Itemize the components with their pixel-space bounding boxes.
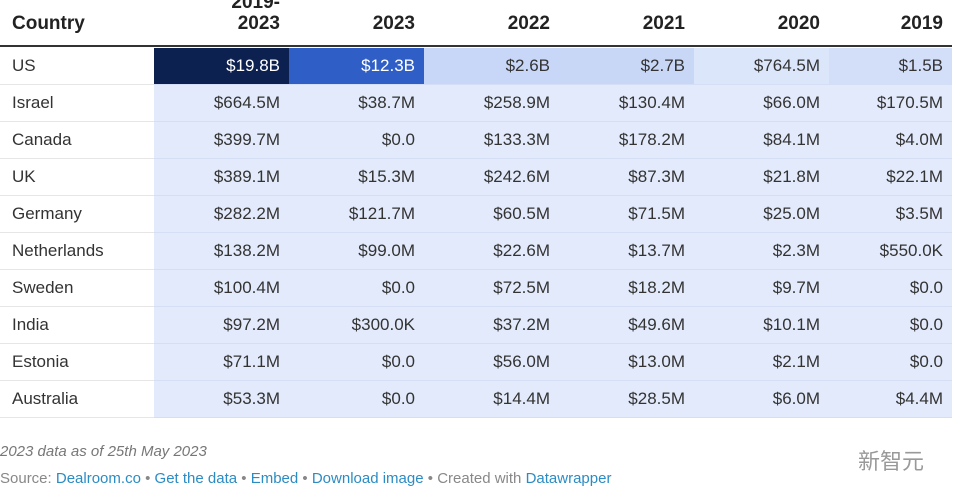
country-cell: Australia [0,381,154,418]
source-link[interactable]: Get the data [154,470,238,487]
credit: Created with [437,470,522,487]
value-cell: $71.5M [559,196,694,233]
value-cell: $0.0 [289,344,424,381]
value-cell: $2.7B [559,48,694,85]
value-cell: $71.1M [154,344,289,381]
source-link[interactable]: Dealroom.co [55,470,141,487]
value-cell: $399.7M [154,122,289,159]
value-cell: $3.5M [829,196,952,233]
value-cell: $6.0M [694,381,829,418]
value-cell: $97.2M [154,307,289,344]
value-cell: $60.5M [424,196,559,233]
country-cell: Estonia [0,344,154,381]
source-line: Source: Dealroom.co • Get the data • Emb… [0,470,611,487]
country-cell: UK [0,159,154,196]
value-cell: $389.1M [154,159,289,196]
value-cell: $0.0 [829,270,952,307]
column-header: 2021 [642,13,685,34]
watermark: 新智元 [858,449,925,474]
value-cell: $0.0 [829,307,952,344]
value-cell: $550.0K [829,233,952,270]
value-cell: $130.4M [559,85,694,122]
column-header: 2019-2023 [231,0,280,34]
value-cell: $133.3M [424,122,559,159]
country-cell: Sweden [0,270,154,307]
value-cell: $2.3M [694,233,829,270]
source-link[interactable]: Embed [250,470,299,487]
value-cell: $138.2M [154,233,289,270]
country-cell: Netherlands [0,233,154,270]
value-cell: $99.0M [289,233,424,270]
value-cell: $2.6B [424,48,559,85]
value-cell: $1.5B [829,48,952,85]
value-cell: $242.6M [424,159,559,196]
value-cell: $15.3M [289,159,424,196]
value-cell: $53.3M [154,381,289,418]
source-link[interactable]: Download image [311,470,424,487]
separator: • [302,470,308,487]
value-cell: $25.0M [694,196,829,233]
value-cell: $28.5M [559,381,694,418]
value-cell: $22.1M [829,159,952,196]
country-cell: Canada [0,122,154,159]
column-header: 2020 [777,13,820,34]
header-rule [0,45,952,47]
separator: • [145,470,151,487]
value-cell: $37.2M [424,307,559,344]
value-cell: $72.5M [424,270,559,307]
value-cell: $10.1M [694,307,829,344]
value-cell: $21.8M [694,159,829,196]
value-cell: $0.0 [289,122,424,159]
value-cell: $258.9M [424,85,559,122]
country-cell: Israel [0,85,154,122]
value-cell: $664.5M [154,85,289,122]
country-cell: US [0,48,154,85]
value-cell: $178.2M [559,122,694,159]
column-header: Country [12,13,85,34]
country-cell: India [0,307,154,344]
value-cell: $0.0 [289,270,424,307]
separator: • [427,470,434,487]
value-cell: $9.7M [694,270,829,307]
country-cell: Germany [0,196,154,233]
value-cell: $56.0M [424,344,559,381]
value-cell: $18.2M [559,270,694,307]
value-cell: $0.0 [289,381,424,418]
value-cell: $4.4M [829,381,952,418]
separator: • [241,470,247,487]
credit-link[interactable]: Datawrapper [525,470,612,487]
column-header: 2022 [507,13,550,34]
value-cell: $13.7M [559,233,694,270]
value-cell: $100.4M [154,270,289,307]
value-cell: $22.6M [424,233,559,270]
value-cell: $0.0 [829,344,952,381]
value-cell: $121.7M [289,196,424,233]
value-cell: $4.0M [829,122,952,159]
value-cell: $764.5M [694,48,829,85]
value-cell: $13.0M [559,344,694,381]
footnote: 2023 data as of 25th May 2023 [0,443,207,460]
value-cell: $87.3M [559,159,694,196]
source-label: Source: [0,470,52,487]
value-cell: $2.1M [694,344,829,381]
value-cell: $12.3B [289,48,424,85]
value-cell: $300.0K [289,307,424,344]
value-cell: $49.6M [559,307,694,344]
column-header: 2023 [372,13,415,34]
value-cell: $84.1M [694,122,829,159]
value-cell: $66.0M [694,85,829,122]
value-cell: $19.8B [154,48,289,85]
value-cell: $170.5M [829,85,952,122]
value-cell: $14.4M [424,381,559,418]
value-cell: $38.7M [289,85,424,122]
column-header: 2019 [900,13,943,34]
value-cell: $282.2M [154,196,289,233]
